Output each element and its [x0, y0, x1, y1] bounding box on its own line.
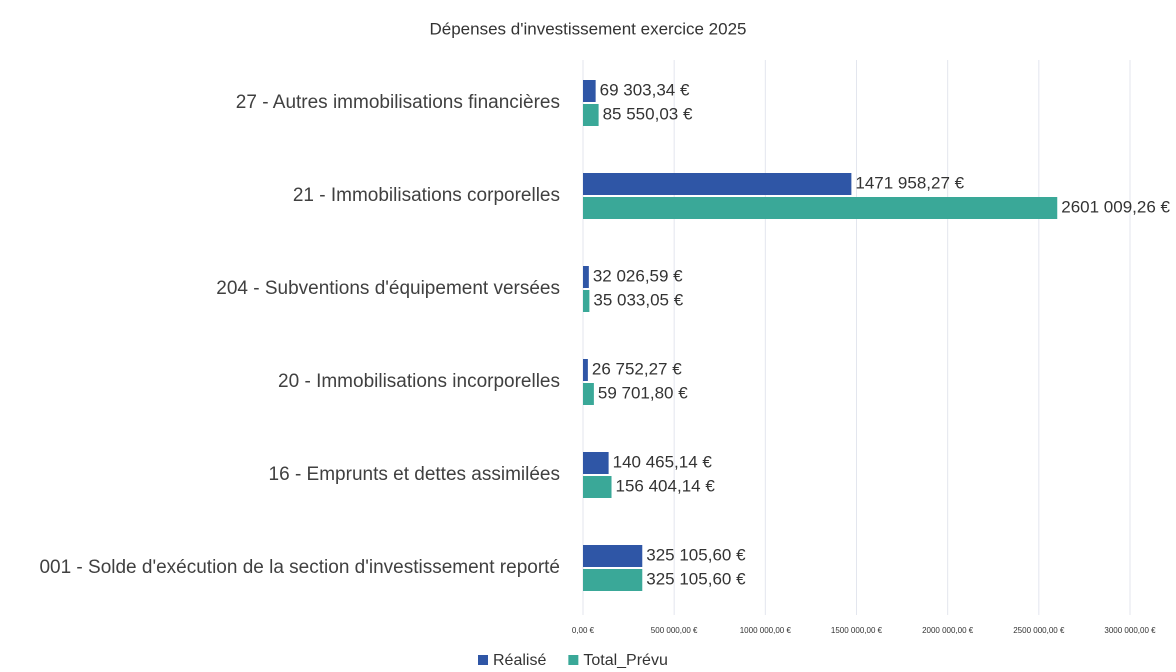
value-label: 1471 958,27 €	[855, 173, 964, 192]
bar	[583, 476, 612, 498]
value-label: 32 026,59 €	[593, 266, 683, 285]
value-label: 69 303,34 €	[600, 80, 690, 99]
x-tick-label: 1000 000,00 €	[740, 626, 792, 635]
bar	[583, 545, 643, 567]
bar	[583, 266, 589, 288]
bar	[583, 569, 643, 591]
x-tick-label: 500 000,00 €	[651, 626, 698, 635]
value-label: 325 105,60 €	[646, 545, 746, 564]
chart-title: Dépenses d'investissement exercice 2025	[430, 19, 747, 38]
category-label: 27 - Autres immobilisations financières	[235, 92, 560, 113]
bar	[583, 383, 594, 405]
legend-label: Total_Prévu	[583, 652, 668, 669]
x-tick-label: 1500 000,00 €	[831, 626, 883, 635]
value-label: 85 550,03 €	[603, 104, 693, 123]
bar	[583, 359, 588, 381]
category-label: 20 - Immobilisations incorporelles	[278, 371, 560, 392]
x-tick-label: 2500 000,00 €	[1013, 626, 1065, 635]
bar	[583, 104, 599, 126]
category-label: 001 - Solde d'exécution de la section d'…	[39, 557, 560, 578]
value-label: 325 105,60 €	[646, 569, 746, 588]
category-label: 204 - Subventions d'équipement versées	[216, 278, 560, 299]
value-label: 26 752,27 €	[592, 359, 682, 378]
x-tick-label: 0,00 €	[572, 626, 595, 635]
value-label: 35 033,05 €	[593, 290, 683, 309]
category-label: 21 - Immobilisations corporelles	[292, 185, 560, 206]
value-label: 140 465,14 €	[613, 452, 713, 471]
legend-swatch	[478, 655, 488, 665]
bar	[583, 290, 590, 312]
x-tick-label: 2000 000,00 €	[922, 626, 974, 635]
bar	[583, 80, 596, 102]
value-label: 156 404,14 €	[616, 476, 716, 495]
x-tick-label: 3000 000,00 €	[1104, 626, 1156, 635]
legend-label: Réalisé	[493, 652, 546, 669]
bar	[583, 173, 852, 195]
value-label: 59 701,80 €	[598, 383, 688, 402]
legend-swatch	[568, 655, 579, 665]
value-label: 2601 009,26 €	[1061, 197, 1170, 216]
category-label: 16 - Emprunts et dettes assimilées	[268, 464, 560, 485]
bar	[583, 197, 1058, 219]
bar	[583, 452, 609, 474]
